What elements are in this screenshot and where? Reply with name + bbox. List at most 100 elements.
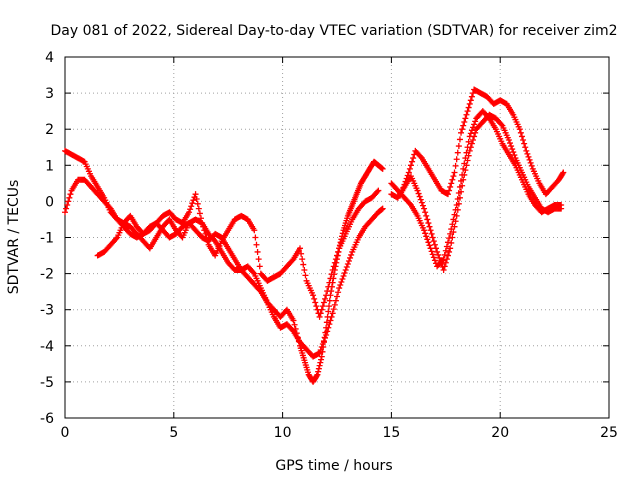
data-point-marker [454, 149, 461, 156]
data-point-marker [332, 297, 339, 304]
data-point-marker [425, 220, 432, 227]
data-point-marker [415, 190, 422, 197]
data-point-marker [462, 167, 469, 174]
data-point-marker [341, 269, 348, 276]
data-point-marker [187, 206, 194, 213]
data-point-marker [423, 212, 430, 219]
data-point-marker [446, 248, 453, 255]
data-point-marker [463, 111, 470, 118]
data-point-marker [323, 331, 330, 338]
data-point-marker [401, 181, 408, 188]
data-point-marker [325, 324, 332, 331]
data-point-marker [66, 194, 73, 201]
data-point-marker [511, 152, 518, 159]
data-point-marker [403, 175, 410, 182]
y-tick-label: -6 [40, 411, 54, 427]
data-point-marker [424, 236, 431, 243]
data-point-marker [433, 245, 440, 252]
data-point-marker [339, 276, 346, 283]
data-point-marker [427, 245, 434, 252]
data-point-marker [440, 266, 447, 273]
data-point-marker [317, 310, 324, 317]
data-point-marker [317, 359, 324, 366]
data-point-marker [326, 297, 333, 304]
data-point-marker [314, 371, 321, 378]
data-point-marker [521, 140, 528, 147]
data-point-marker [325, 283, 332, 290]
data-point-marker [316, 350, 323, 357]
data-point-marker [464, 157, 471, 164]
data-point-marker [470, 90, 476, 97]
data-points [62, 86, 567, 385]
data-point-marker [431, 257, 438, 264]
data-point-marker [331, 259, 338, 266]
y-tick-label: -2 [40, 267, 54, 283]
data-point-marker [430, 238, 437, 245]
x-tick-label: 0 [61, 425, 70, 441]
data-point-marker [320, 337, 327, 344]
data-point-marker [325, 308, 332, 315]
data-point-marker [429, 251, 436, 258]
data-point-marker [444, 191, 451, 198]
data-point-marker [448, 226, 455, 233]
data-point-marker [450, 173, 457, 180]
data-point-marker [523, 147, 530, 154]
data-point-marker [470, 137, 476, 144]
data-point-marker [518, 133, 525, 140]
data-point-marker [189, 200, 196, 207]
data-point-marker [434, 248, 441, 255]
x-tick-label: 25 [600, 425, 618, 441]
data-point-marker [409, 158, 416, 165]
data-point-marker [528, 162, 535, 169]
data-point-marker [421, 205, 428, 212]
data-point-marker [460, 122, 467, 129]
data-point-marker [289, 257, 296, 264]
data-point-marker [456, 136, 463, 143]
data-point-marker [254, 248, 261, 255]
data-point-marker [312, 299, 319, 306]
data-point-marker [334, 293, 340, 300]
data-point-marker [326, 303, 333, 310]
data-point-marker [430, 254, 437, 261]
data-point-marker [330, 263, 337, 270]
data-series [399, 86, 567, 198]
data-point-marker [464, 108, 471, 115]
data-point-marker [340, 273, 347, 280]
data-point-marker [516, 126, 523, 133]
data-point-marker [448, 180, 455, 187]
x-tick-label: 20 [491, 425, 509, 441]
data-point-marker [435, 251, 442, 258]
data-point-marker [426, 242, 433, 249]
data-point-marker [472, 118, 479, 125]
y-tick-label: -1 [40, 231, 54, 247]
data-point-marker [256, 287, 263, 294]
data-point-marker [498, 121, 505, 128]
data-point-marker [195, 205, 202, 212]
y-axis-label: SDTVAR / TECUs [6, 180, 22, 295]
data-point-marker [463, 149, 470, 156]
data-point-marker [438, 260, 445, 267]
data-point-marker [423, 233, 430, 240]
data-point-marker [468, 93, 475, 100]
chart-title: Day 081 of 2022, Sidereal Day-to-day VTE… [51, 23, 618, 39]
data-point-marker [319, 340, 326, 347]
data-point-marker [379, 165, 386, 172]
data-point-marker [335, 248, 342, 255]
data-point-marker [461, 171, 468, 178]
data-point-marker [463, 162, 470, 169]
data-point-marker [410, 155, 417, 162]
data-point-marker [466, 147, 473, 154]
data-point-marker [328, 313, 335, 320]
y-tick-label: 4 [45, 50, 54, 66]
data-point-marker [452, 162, 459, 169]
data-point-marker [331, 301, 338, 308]
data-point-marker [200, 223, 207, 230]
data-point-marker [509, 146, 516, 153]
data-point-marker [424, 216, 431, 223]
data-point-marker [313, 372, 320, 379]
data-point-marker [326, 321, 333, 328]
data-point-marker [345, 257, 352, 264]
data-point-marker [422, 209, 429, 216]
data-point-marker [525, 153, 532, 160]
data-point-marker [437, 257, 444, 264]
